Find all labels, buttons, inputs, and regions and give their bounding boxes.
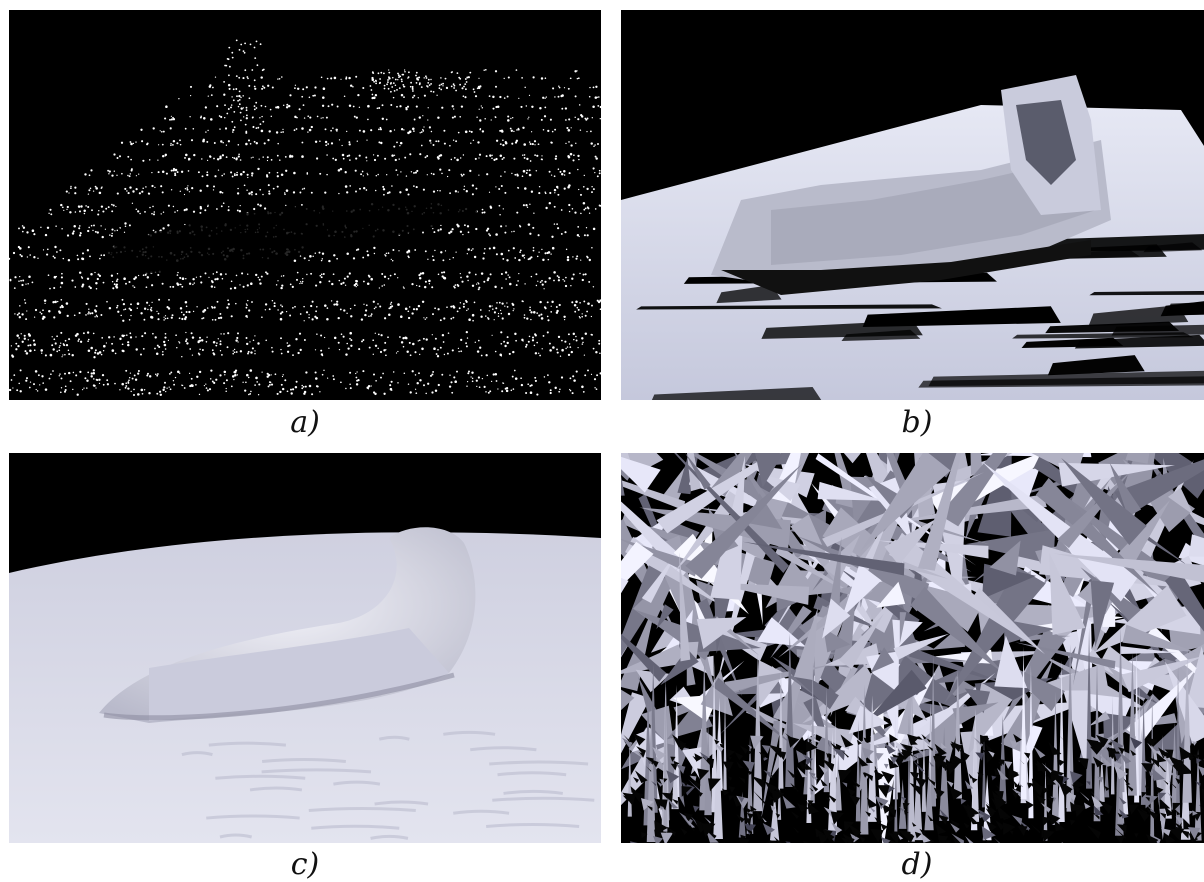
panel-d-noisy-mesh — [621, 453, 1204, 843]
panel-a-point-cloud — [9, 10, 601, 400]
noisy-mesh-image — [621, 453, 1204, 843]
point-cloud-image — [9, 10, 601, 400]
smooth-surface-image — [9, 453, 601, 843]
panel-c-smooth-surface — [9, 453, 601, 843]
caption-d: d) — [901, 847, 933, 882]
caption-c: c) — [290, 847, 320, 882]
caption-b: b) — [901, 405, 933, 440]
caption-a: a) — [290, 405, 320, 440]
panel-b-triangulated-mesh — [621, 10, 1204, 400]
mesh-image — [621, 10, 1204, 400]
